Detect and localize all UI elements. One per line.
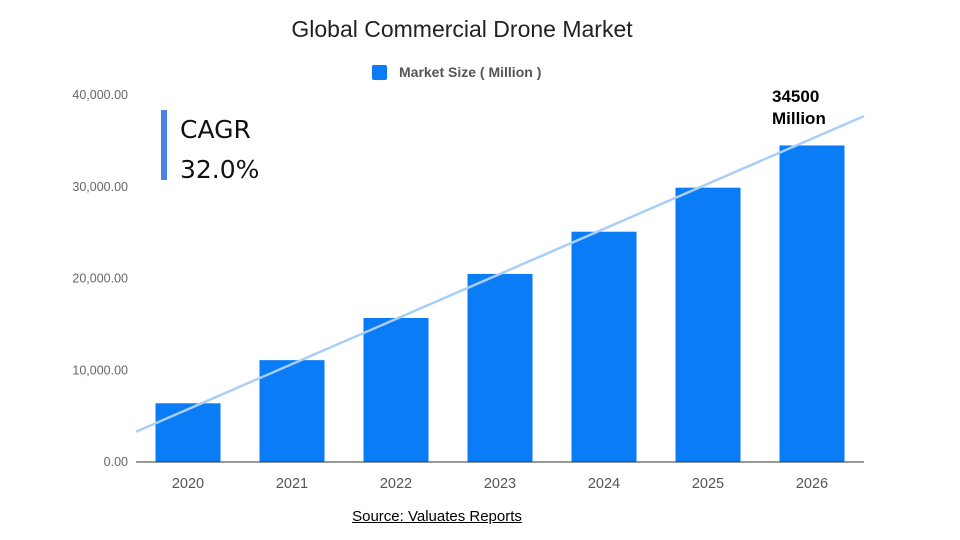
x-tick-label: 2023 — [484, 476, 516, 492]
y-tick-label: 0.00 — [104, 455, 128, 469]
x-tick-label: 2024 — [588, 476, 620, 492]
legend: Market Size ( Million ) — [372, 64, 541, 80]
chart-title: Global Commercial Drone Market — [291, 16, 633, 42]
cagr-label: CAGR — [180, 115, 251, 144]
x-tick-label: 2022 — [380, 476, 412, 492]
bar-2022 — [363, 317, 429, 462]
bar-2021 — [259, 360, 325, 462]
trend-line — [135, 114, 865, 433]
annotation-value: 34500 — [772, 87, 820, 106]
legend-swatch — [372, 64, 387, 80]
legend-label: Market Size ( Million ) — [399, 64, 542, 80]
x-tick-label: 2025 — [692, 476, 724, 492]
x-tick-label: 2021 — [276, 476, 308, 492]
y-tick-label: 20,000.00 — [72, 272, 128, 286]
bar-2023 — [467, 273, 533, 462]
y-tick-label: 40,000.00 — [72, 88, 128, 102]
bar-2025 — [675, 187, 741, 463]
bar-2020 — [155, 403, 221, 462]
cagr-value: 32.0% — [180, 155, 260, 184]
cagr-callout: CAGR 32.0% — [161, 110, 259, 184]
y-tick-label: 30,000.00 — [72, 180, 128, 194]
x-tick-label: 2026 — [796, 476, 828, 492]
value-annotation: 34500 Million — [772, 86, 826, 130]
bar-2026 — [779, 145, 845, 462]
x-tick-label: 2020 — [172, 476, 204, 492]
source-link[interactable]: Source: Valuates Reports — [352, 508, 522, 525]
annotation-unit: Million — [772, 109, 826, 128]
bar-2024 — [571, 231, 637, 462]
y-tick-label: 10,000.00 — [72, 363, 128, 377]
